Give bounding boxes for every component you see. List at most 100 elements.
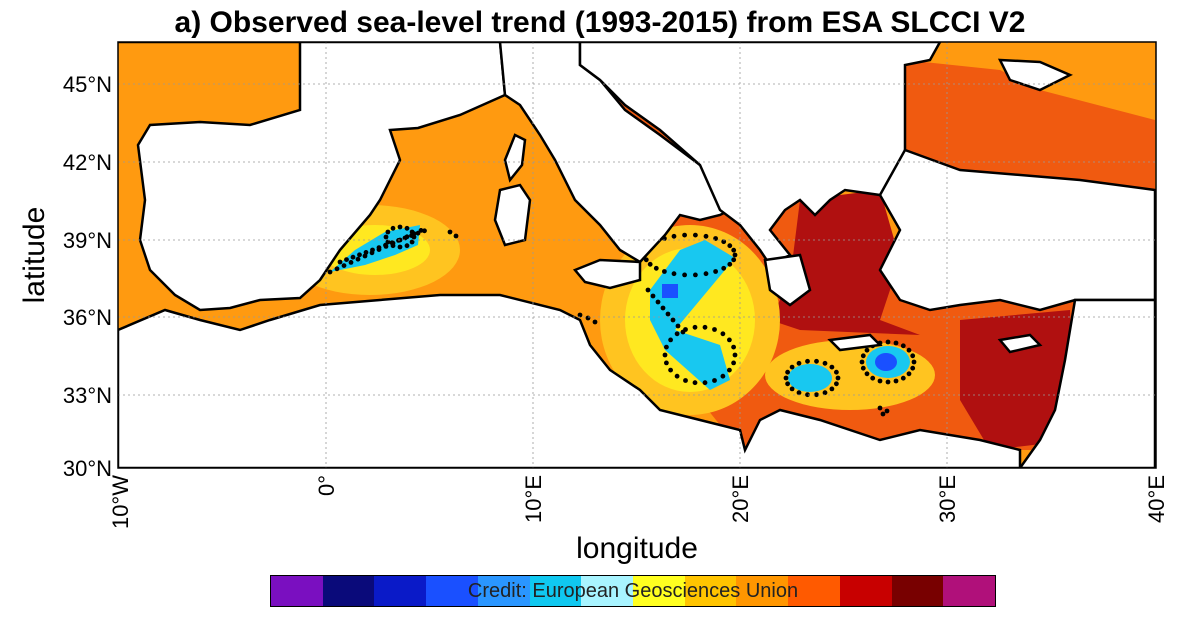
colorbar-segment — [322, 576, 375, 606]
significance-dot — [348, 260, 354, 265]
significance-dot — [341, 263, 347, 268]
significance-dot — [834, 369, 839, 375]
colorbar-segment — [839, 576, 892, 606]
significance-dot — [675, 323, 681, 329]
significance-dot — [720, 373, 726, 379]
land — [118, 42, 1156, 468]
land-iberia-france — [118, 42, 507, 312]
significance-dot — [880, 411, 886, 417]
significance-dot — [643, 257, 649, 263]
significance-dot — [727, 261, 733, 267]
significance-dot — [785, 369, 790, 375]
significance-dot — [713, 269, 718, 274]
significance-dot — [731, 257, 737, 263]
x-tick-10w: 10°W — [108, 475, 133, 529]
significance-dot — [404, 243, 410, 249]
chart-title: a) Observed sea-level trend (1993-2015) … — [174, 6, 1026, 39]
significance-dot — [650, 293, 656, 299]
significance-dot — [864, 347, 870, 353]
significance-dot — [829, 364, 835, 370]
significance-dot — [732, 252, 738, 258]
significance-dot — [712, 378, 717, 383]
significance-dot — [674, 373, 680, 379]
significance-dot — [910, 353, 916, 359]
significance-dot — [668, 367, 673, 373]
levant-hot — [960, 310, 1075, 450]
gridlines — [118, 42, 1156, 468]
significance-dot — [796, 390, 802, 396]
significance-dot — [357, 252, 362, 258]
significance-dot — [453, 233, 459, 239]
significance-dot — [385, 229, 391, 235]
significance-dot — [860, 365, 866, 371]
significance-dot — [671, 233, 677, 239]
significance-dot — [727, 243, 733, 249]
colorbar-segment — [736, 576, 789, 606]
significance-dot — [662, 352, 668, 358]
significance-dot — [721, 265, 727, 271]
colorbar-segment — [426, 576, 478, 606]
colorbar-segment — [891, 576, 944, 606]
significance-dot — [789, 364, 795, 370]
significance-dot — [814, 358, 819, 364]
significance-dot — [664, 344, 669, 350]
significance-dot — [674, 331, 680, 337]
significance-dot — [731, 247, 737, 253]
land-italy — [498, 42, 752, 264]
y-tick-30: 30°N — [63, 456, 112, 481]
significance-dot — [712, 327, 717, 332]
colorbar-segment — [477, 576, 530, 606]
significance-dot — [783, 375, 789, 381]
significance-dot — [703, 233, 709, 239]
significance-dot — [731, 344, 736, 350]
significance-dot — [334, 266, 340, 272]
significance-dot — [645, 287, 651, 293]
significance-dot — [693, 232, 698, 238]
significance-dot — [404, 225, 410, 231]
land-balkans — [578, 42, 942, 267]
significance-dot — [682, 232, 687, 238]
significance-dot — [877, 378, 883, 384]
significance-dot — [900, 375, 906, 381]
land-crete — [827, 333, 883, 352]
colorbar-segment — [943, 576, 996, 606]
significance-dot — [870, 375, 876, 381]
colorbar-segment — [788, 576, 840, 606]
significance-dot — [447, 229, 453, 235]
significance-dot — [683, 378, 688, 383]
significance-dot — [355, 256, 361, 262]
significance-dot — [660, 305, 666, 311]
significance-dot — [829, 386, 835, 392]
significance-dot — [702, 380, 708, 386]
significance-dot — [409, 239, 415, 245]
significance-dot — [692, 380, 698, 386]
significance-dot — [727, 367, 732, 373]
land-north-africa — [118, 293, 1022, 468]
y-tick-39: 39°N — [63, 228, 112, 253]
significance-dot — [864, 371, 870, 377]
significance-dot — [885, 379, 891, 385]
crete-east-blue — [875, 353, 897, 371]
credit-watermark: Credit: European Geosciences Union — [467, 580, 799, 602]
significance-dot — [585, 315, 591, 321]
significance-dot — [720, 331, 726, 337]
significance-dot — [885, 339, 891, 345]
colorbar-segment — [374, 576, 427, 606]
y-tick-42: 42°N — [63, 150, 112, 175]
significance-dot — [665, 311, 671, 317]
significance-dot — [893, 378, 899, 384]
significance-dot — [668, 337, 673, 343]
colorbar-segment — [581, 576, 634, 606]
significance-dot — [834, 381, 839, 387]
significance-dot — [731, 360, 736, 366]
significance-dot — [404, 234, 410, 240]
y-tick-45: 45°N — [63, 72, 112, 97]
land-levant — [1018, 298, 1156, 468]
significance-dot — [692, 324, 698, 330]
significance-dot — [577, 312, 583, 318]
significance-dot — [796, 360, 802, 366]
significance-dot — [418, 228, 424, 233]
colorbar-segment — [684, 576, 737, 606]
significance-dot — [732, 352, 738, 358]
